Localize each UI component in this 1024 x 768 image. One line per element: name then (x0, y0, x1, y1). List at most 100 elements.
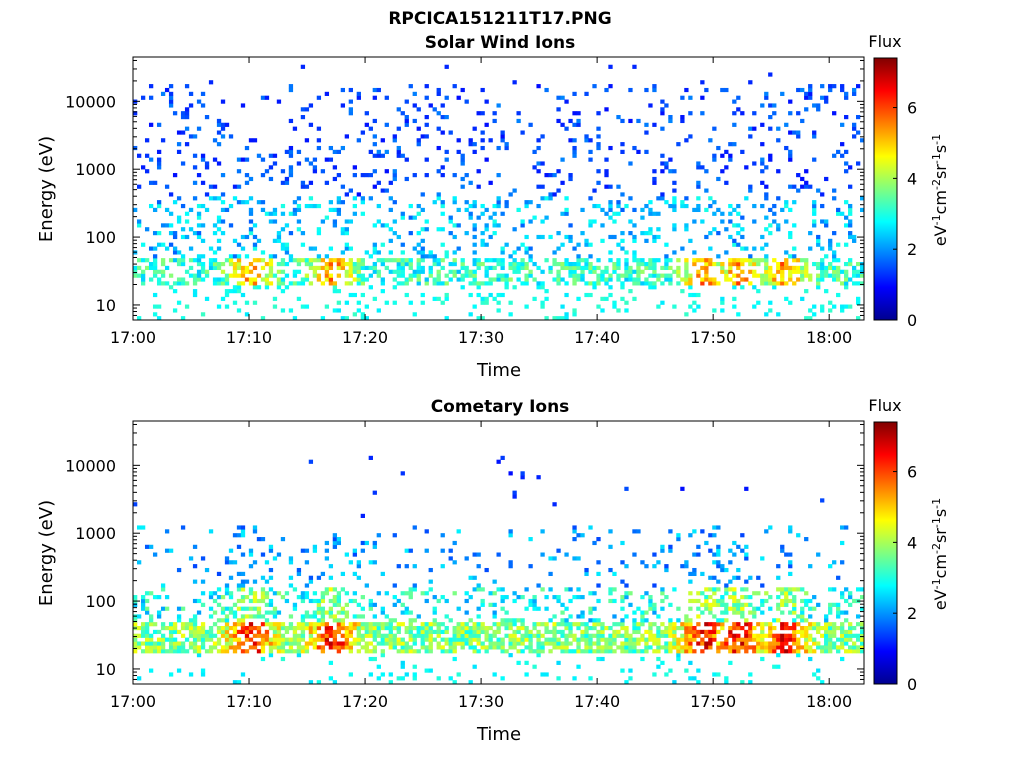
heatmap-cell (324, 180, 330, 185)
heatmap-cell (608, 200, 613, 205)
heatmap-cell (448, 618, 453, 623)
heatmap-cell (424, 173, 429, 178)
heatmap-cell (240, 273, 246, 278)
heatmap-cell (532, 625, 537, 631)
heatmap-cell (792, 641, 797, 646)
heatmap-cell (276, 277, 282, 282)
heatmap-cell (264, 622, 270, 627)
heatmap-cell (616, 645, 621, 650)
heatmap-cell (240, 552, 246, 557)
heatmap-cell (760, 622, 765, 627)
heatmap-cell (732, 281, 737, 286)
heatmap-cell (216, 246, 222, 251)
heatmap-cell (448, 269, 453, 274)
heatmap-cell (328, 261, 334, 267)
heatmap-cell (356, 614, 361, 619)
heatmap-cell (456, 637, 461, 642)
heatmap-cell (296, 296, 302, 301)
heatmap-cell (300, 115, 306, 120)
heatmap-cell (344, 134, 349, 139)
heatmap-cell (464, 207, 469, 213)
heatmap-cell (852, 641, 857, 646)
heatmap-cell (144, 625, 150, 631)
heatmap-cell (152, 292, 158, 298)
heatmap-cell (768, 606, 773, 611)
heatmap-cell (688, 273, 693, 278)
heatmap-cell (300, 629, 306, 635)
heatmap-cell (432, 618, 437, 623)
heatmap-cell (696, 629, 701, 635)
heatmap-cell (248, 269, 254, 274)
heatmap-cell (148, 591, 154, 596)
heatmap-cell (140, 633, 146, 638)
heatmap-cell (436, 633, 441, 638)
heatmap-cell (288, 622, 294, 627)
heatmap-cell (688, 598, 693, 604)
heatmap-cell (356, 281, 361, 286)
heatmap-cell (716, 254, 721, 259)
heatmap-cell (492, 591, 497, 596)
heatmap-cell (832, 84, 837, 89)
heatmap-cell (692, 637, 697, 642)
heatmap-cell (468, 269, 473, 274)
heatmap-cell (532, 598, 537, 604)
heatmap-cell (544, 672, 549, 677)
heatmap-cell (608, 215, 613, 220)
heatmap-cell (212, 196, 218, 201)
heatmap-cell (192, 165, 198, 170)
heatmap-cell (484, 645, 489, 650)
heatmap-cell (336, 289, 342, 294)
heatmap-cell (180, 227, 186, 232)
heatmap-cell (656, 625, 661, 631)
heatmap-cell (236, 273, 242, 278)
heatmap-cell (580, 595, 585, 600)
heatmap-cell (240, 292, 246, 298)
heatmap-cell (452, 261, 457, 267)
heatmap-cell (728, 660, 733, 665)
heatmap-cell (456, 633, 461, 638)
heatmap-cell (368, 625, 373, 631)
heatmap-cell (320, 637, 326, 642)
heatmap-cell (228, 560, 234, 565)
heatmap-cell (568, 238, 573, 243)
heatmap-cell (844, 277, 849, 282)
heatmap-cell (768, 649, 773, 654)
heatmap-cell (432, 200, 437, 205)
heatmap-cell (788, 207, 793, 213)
heatmap-cell (364, 633, 369, 638)
heatmap-cell (616, 277, 621, 282)
heatmap-cell (380, 625, 385, 631)
heatmap-cell (160, 269, 166, 274)
heatmap-cell (732, 633, 737, 638)
heatmap-cell (284, 598, 290, 604)
heatmap-cell (700, 165, 705, 170)
heatmap-cell (344, 610, 349, 615)
heatmap-cell (432, 622, 437, 627)
heatmap-cell (844, 161, 849, 166)
heatmap-cell (416, 265, 421, 271)
heatmap-cell (472, 575, 477, 580)
heatmap-cell (752, 126, 757, 131)
heatmap-cell (852, 126, 857, 131)
heatmap-cell (416, 250, 421, 255)
heatmap-cell (380, 242, 385, 247)
heatmap-cell (332, 598, 338, 604)
heatmap-cell (576, 277, 581, 282)
heatmap-cell (152, 261, 158, 267)
heatmap-cell (304, 107, 310, 112)
heatmap-cell (448, 215, 453, 220)
heatmap-cell (608, 529, 613, 534)
heatmap-cell (860, 629, 865, 635)
heatmap-cell (164, 246, 170, 251)
heatmap-cell (780, 207, 785, 213)
heatmap-cell (372, 602, 377, 607)
heatmap-cell (800, 633, 805, 638)
heatmap-cell (244, 614, 250, 619)
heatmap-cell (772, 618, 777, 623)
heatmap-cell (660, 300, 665, 305)
heatmap-cell (696, 273, 701, 278)
heatmap-cell (164, 207, 170, 213)
heatmap-cell (268, 261, 274, 267)
heatmap-cell (336, 261, 342, 267)
heatmap-cell (620, 633, 625, 638)
